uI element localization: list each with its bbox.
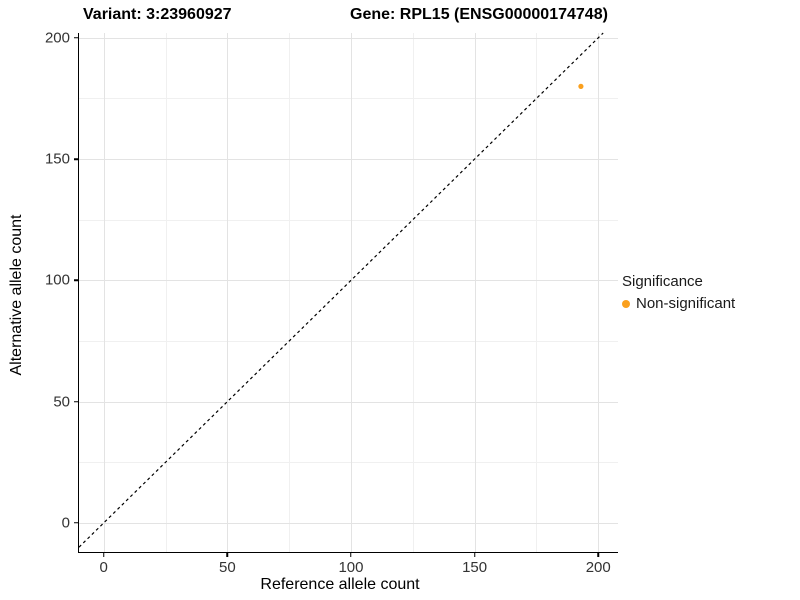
x-major-gridline [474, 33, 476, 552]
x-minor-gridline [165, 33, 167, 552]
x-major-gridline [598, 33, 600, 552]
x-axis-tick-label: 50 [219, 559, 236, 576]
x-major-gridline [350, 33, 352, 552]
y-minor-gridline [79, 219, 618, 221]
x-axis-tick-mark [350, 552, 352, 557]
y-axis-tick-mark [74, 279, 79, 282]
y-axis-tick-mark [74, 158, 79, 160]
x-axis-tick-mark [226, 552, 229, 557]
plot-overlay [78, 32, 604, 548]
x-axis-tick-label: 200 [585, 559, 611, 576]
x-axis-title: Reference allele count [260, 576, 420, 593]
x-major-gridline [227, 33, 229, 552]
y-axis-tick-mark [74, 400, 79, 403]
y-major-gridline [79, 522, 618, 524]
y-minor-gridline [79, 462, 618, 464]
x-minor-gridline [289, 33, 291, 552]
y-axis-title: Alternative allele count [8, 214, 25, 376]
y-axis-tick-label: 200 [44, 29, 70, 47]
y-axis-tick-label: 100 [44, 271, 70, 289]
x-axis-tick-mark [597, 552, 599, 557]
data-point [578, 83, 584, 89]
y-axis-tick-label: 50 [53, 393, 70, 411]
y-major-gridline [79, 401, 618, 403]
y-axis-tick-mark [74, 37, 79, 39]
x-axis-tick-label: 100 [338, 559, 364, 576]
x-axis-tick-mark [473, 552, 476, 557]
identity-line [78, 32, 604, 548]
x-axis-tick-label: 150 [462, 559, 488, 576]
x-axis-tick-label: 0 [99, 559, 108, 576]
y-major-gridline [79, 159, 618, 161]
y-axis-tick-mark [74, 522, 79, 524]
legend-entry-label: Non-significant [636, 295, 736, 312]
y-major-gridline [79, 280, 618, 282]
y-minor-gridline [79, 98, 618, 100]
plot-title-variant: Variant: 3:23960927 [83, 6, 232, 23]
x-major-gridline [103, 33, 105, 552]
x-minor-gridline [536, 33, 538, 552]
legend: Significance Non-significant [622, 273, 735, 312]
y-axis-tick-label: 0 [61, 514, 70, 532]
legend-point-icon [622, 299, 630, 308]
y-axis-tick-label: 150 [44, 150, 70, 168]
x-minor-gridline [412, 33, 414, 552]
plot-panel: 0 50 100 150 200 0 50 100 150 200 [45, 29, 618, 576]
x-axis-tick-mark [102, 552, 105, 557]
y-major-gridline [79, 37, 618, 39]
legend-entry: Non-significant [622, 295, 735, 312]
plot-title-gene: Gene: RPL15 (ENSG00000174748) [350, 6, 608, 23]
legend-title: Significance [622, 273, 703, 290]
y-minor-gridline [79, 341, 618, 342]
